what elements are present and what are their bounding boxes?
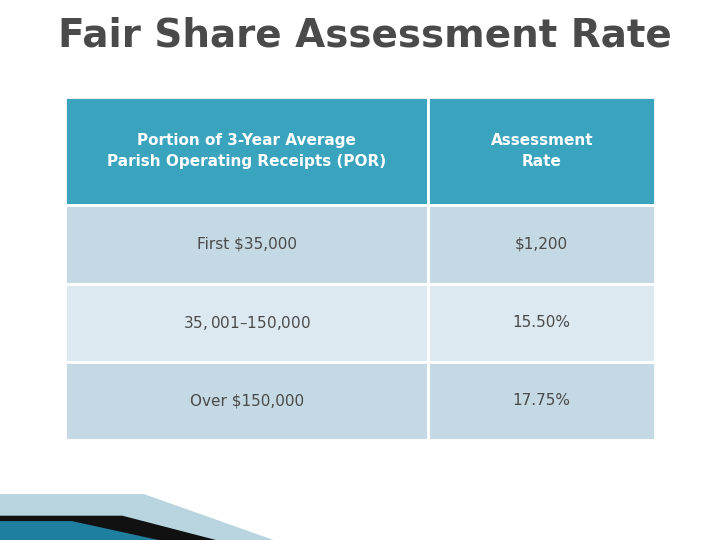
Bar <box>65 362 428 440</box>
Text: $35,001 – $150,000: $35,001 – $150,000 <box>183 314 310 332</box>
Bar <box>428 205 655 284</box>
Bar <box>65 97 428 205</box>
Text: 15.50%: 15.50% <box>513 315 571 330</box>
Text: Fair Share Assessment Rate: Fair Share Assessment Rate <box>58 16 671 54</box>
Polygon shape <box>0 516 216 540</box>
Text: 17.75%: 17.75% <box>513 394 571 408</box>
Bar <box>428 284 655 362</box>
Bar <box>428 362 655 440</box>
Bar <box>65 205 428 284</box>
Text: $1,200: $1,200 <box>516 237 568 252</box>
Text: First $35,000: First $35,000 <box>197 237 297 252</box>
Text: Assessment
Rate: Assessment Rate <box>490 133 593 169</box>
Polygon shape <box>0 521 158 540</box>
Polygon shape <box>0 494 274 540</box>
Bar <box>65 284 428 362</box>
Bar <box>428 97 655 205</box>
Text: Portion of 3-Year Average
Parish Operating Receipts (POR): Portion of 3-Year Average Parish Operati… <box>107 133 386 169</box>
Text: Over $150,000: Over $150,000 <box>189 394 304 408</box>
